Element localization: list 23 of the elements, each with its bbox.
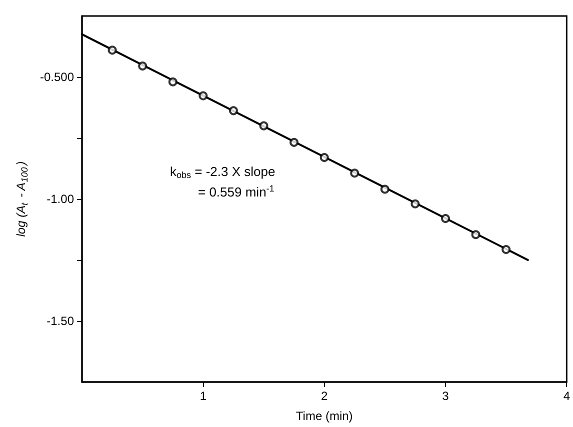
y-tick-label: -0.500 [40,70,74,84]
point [502,245,511,254]
point [138,62,148,71]
point [350,168,360,178]
x-axis-title: Time (min) [296,409,353,423]
point [441,214,450,224]
point [259,121,268,130]
point [320,153,329,162]
x-tick-label: 1 [200,389,207,403]
point [380,184,390,194]
y-tick-label: -1.50 [46,314,74,328]
point [410,199,420,208]
point [290,138,299,147]
point [198,91,208,100]
point [168,77,178,86]
point [108,46,117,55]
x-tick-label: 3 [442,389,450,403]
y-axis-title: log (At - A100) [14,161,30,237]
y-tick-label: -1.00 [46,192,74,206]
point [471,230,480,240]
point [228,106,238,116]
x-tick-label: 2 [320,389,328,403]
x-tick-label: 4 [563,389,570,403]
